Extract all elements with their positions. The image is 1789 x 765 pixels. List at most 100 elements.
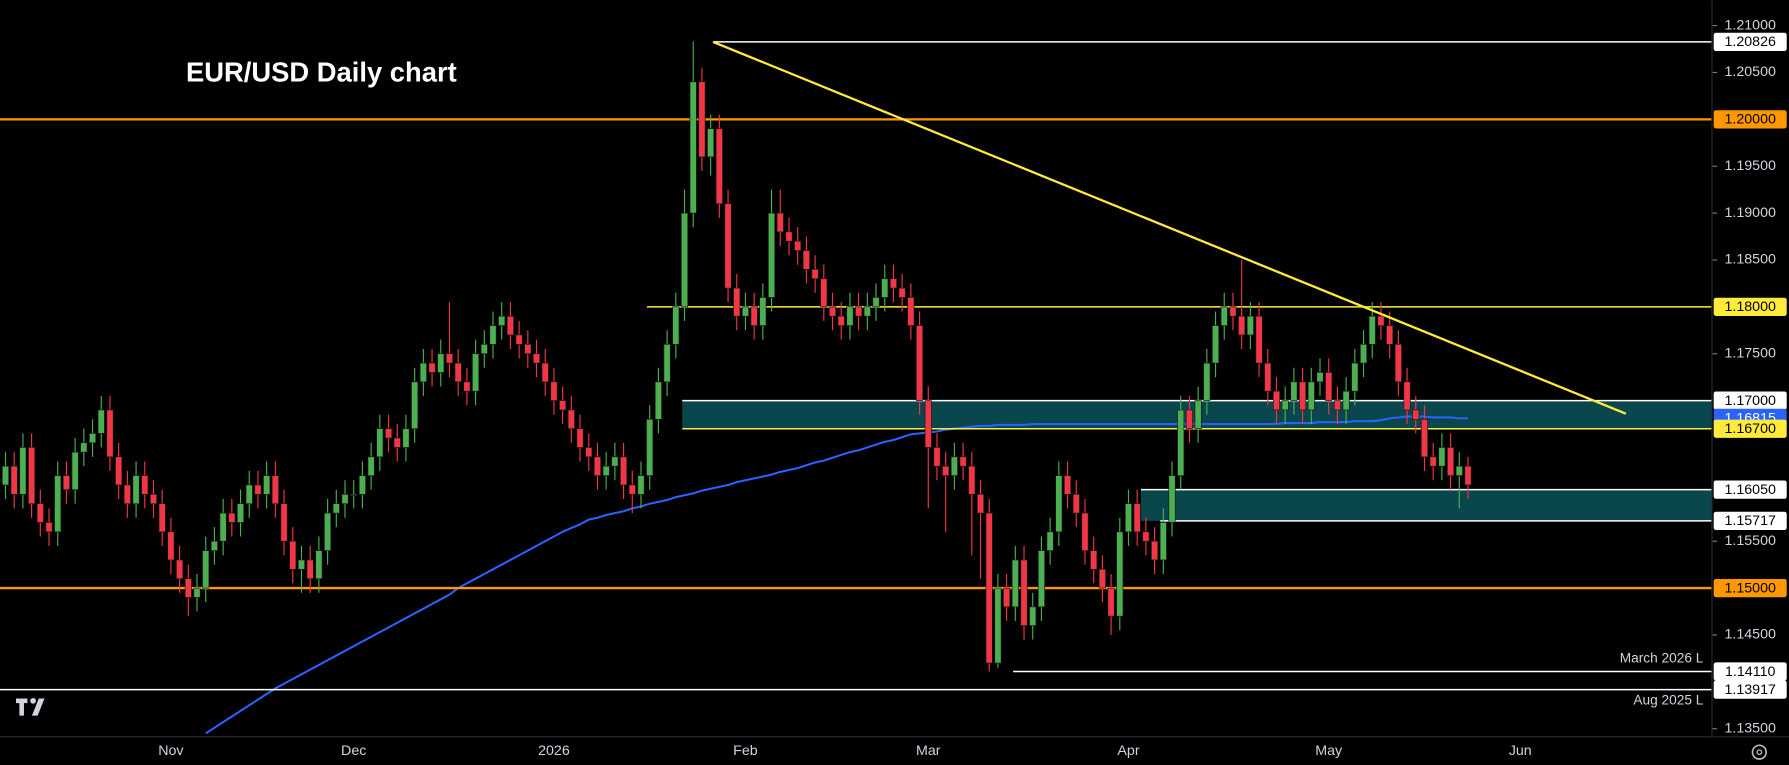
candle-body	[759, 297, 767, 326]
x-tick-label: Jun	[1509, 743, 1532, 759]
x-tick-label: May	[1315, 743, 1343, 759]
zone	[1140, 489, 1712, 521]
candle-body	[933, 447, 941, 467]
candle-body	[289, 540, 297, 570]
settings-icon[interactable]	[1751, 744, 1768, 760]
settings-gear-center[interactable]	[1756, 749, 1763, 756]
candle-body	[210, 540, 218, 551]
candle-body	[1212, 325, 1220, 364]
level-label: 1.13917	[1724, 682, 1776, 698]
candle-body	[1151, 540, 1159, 561]
candle-body	[1272, 390, 1281, 411]
level-label-box	[1713, 110, 1787, 129]
candle-body	[54, 475, 62, 533]
logo-mark	[31, 698, 45, 716]
y-tick-label: 1.17500	[1724, 345, 1776, 361]
chart-title: EUR/USD Daily chart	[186, 57, 457, 88]
candle-body	[411, 381, 419, 430]
candle-body	[149, 493, 158, 505]
level-label: 1.15717	[1724, 513, 1776, 529]
candle-body	[1081, 512, 1089, 551]
candle-body	[924, 400, 932, 448]
candle-body	[750, 306, 758, 326]
y-tick-label: 1.18500	[1724, 252, 1776, 268]
y-tick-label: 1.14500	[1724, 627, 1776, 643]
y-tick-label: 1.19000	[1724, 205, 1776, 221]
candle-body	[428, 362, 436, 373]
candle-body	[1359, 343, 1368, 364]
candle-body	[376, 428, 384, 458]
level-label-box	[1713, 480, 1787, 499]
candle-body	[123, 484, 131, 505]
candle-body	[184, 578, 192, 598]
candle-body	[715, 128, 723, 205]
candle-body	[907, 297, 915, 326]
y-tick-label: 1.13500	[1724, 720, 1776, 736]
candle-body	[158, 503, 166, 533]
settings-gear[interactable]	[1751, 744, 1768, 760]
plot-area: March 2026 L Aug 2025 L	[0, 40, 1712, 735]
candle-body	[80, 442, 88, 453]
candle-body	[350, 493, 358, 496]
candle-body	[1394, 343, 1402, 383]
candle-body	[324, 512, 332, 551]
candle-body	[663, 343, 671, 383]
candle-body	[1168, 475, 1176, 523]
candle-body	[132, 475, 140, 505]
candle-body	[36, 503, 44, 523]
candle-body	[141, 475, 149, 495]
candle-body	[1281, 400, 1289, 411]
candle-body	[550, 381, 558, 401]
level-note: March 2026 L	[1620, 651, 1704, 666]
candle-body	[1072, 493, 1080, 514]
candle-body	[1290, 381, 1298, 401]
candle-body	[593, 456, 601, 476]
candle-body	[1142, 531, 1150, 542]
candle-body	[1333, 400, 1341, 411]
candle-body	[1098, 568, 1106, 589]
candle-body	[1307, 381, 1315, 411]
candle-body	[942, 465, 950, 476]
candle-body	[994, 587, 1002, 664]
candle-body	[794, 240, 802, 251]
candle-body	[950, 456, 958, 476]
candle-body	[898, 287, 906, 298]
candle-body	[976, 493, 985, 514]
candle-body	[872, 297, 880, 308]
candle-body	[916, 325, 924, 401]
logo-dot	[30, 697, 36, 704]
x-tick-label: Dec	[341, 743, 366, 759]
x-tick-label: Mar	[916, 743, 941, 759]
candle-body	[489, 325, 497, 345]
candle-body	[1064, 475, 1072, 495]
candle-body	[1351, 362, 1359, 392]
level-note: Aug 2025 L	[1633, 693, 1703, 708]
candle-body	[280, 503, 288, 542]
candle-body	[437, 353, 445, 373]
candle-body	[315, 550, 323, 580]
candle-body	[306, 559, 314, 580]
candle-body	[1177, 409, 1185, 476]
candle-body	[1386, 325, 1394, 345]
candle-body	[1316, 372, 1324, 383]
candle-body	[297, 559, 306, 570]
candle-body	[698, 81, 706, 158]
candle-body	[1255, 315, 1263, 364]
candle-body	[1185, 409, 1193, 430]
candle-body	[28, 447, 36, 505]
candle-body	[820, 278, 828, 308]
candle-body	[1133, 503, 1141, 533]
candle-body	[628, 484, 636, 495]
candle-body	[62, 475, 70, 490]
candle-body	[45, 522, 53, 533]
candle-body	[1403, 381, 1411, 411]
candle-body	[1037, 550, 1045, 608]
candle-body	[245, 484, 253, 505]
candle-body	[680, 212, 689, 308]
candle-body	[202, 550, 210, 589]
candle-body	[1464, 465, 1472, 486]
trendline	[712, 40, 1627, 415]
candle-body	[602, 465, 610, 476]
candle-body	[1429, 456, 1437, 467]
